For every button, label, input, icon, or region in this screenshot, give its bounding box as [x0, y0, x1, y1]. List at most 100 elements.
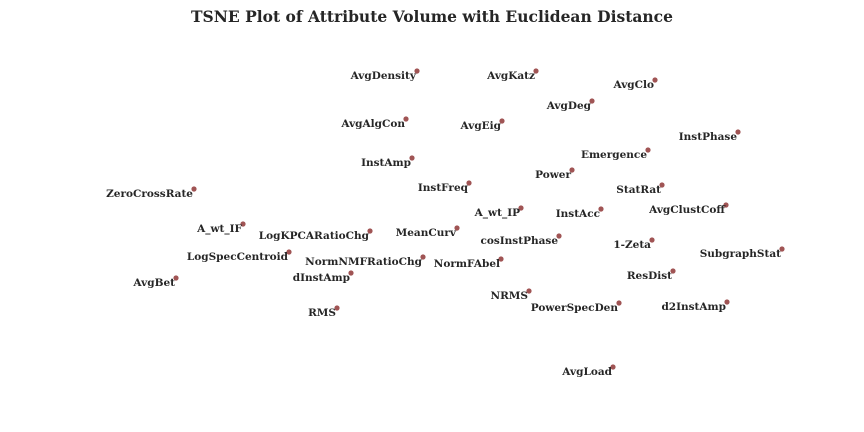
point-label: cosInstPhase — [480, 235, 558, 247]
data-point: InstAmp — [361, 155, 415, 169]
point-label: InstAmp — [361, 157, 411, 169]
point-label: LogKPCARatioChg — [259, 230, 370, 242]
data-point: StatRat — [616, 182, 665, 196]
data-point: Emergence — [581, 147, 651, 161]
data-point: cosInstPhase — [480, 233, 562, 247]
point-label: AvgClo — [612, 79, 654, 91]
point-label: A_wt_IF — [196, 223, 242, 236]
data-point: A_wt_IP — [474, 205, 524, 220]
data-point: ZeroCrossRate — [106, 186, 197, 200]
point-marker — [670, 268, 676, 274]
point-marker — [409, 155, 415, 161]
point-label: AvgEig — [460, 120, 502, 132]
point-label: InstAcc — [556, 208, 600, 220]
point-marker — [191, 186, 197, 192]
point-label: AvgKatz — [486, 70, 535, 82]
point-marker — [645, 147, 651, 153]
point-label: InstPhase — [679, 131, 738, 143]
point-marker — [173, 275, 179, 281]
data-point: AvgAlgCon — [340, 116, 409, 130]
point-marker — [367, 228, 373, 234]
point-marker — [240, 221, 246, 227]
points-layer: AvgDensity AvgKatz AvgClo AvgDeg AvgAlgCon Av… — [106, 68, 785, 378]
point-marker — [286, 249, 292, 255]
data-point: AvgDensity — [350, 68, 420, 82]
data-point: InstPhase — [679, 129, 741, 143]
point-marker — [556, 233, 562, 239]
data-point: SubgraphStat — [700, 246, 785, 260]
data-point: ResDist — [627, 268, 676, 282]
data-point: LogKPCARatioChg — [259, 228, 373, 242]
point-marker — [348, 270, 354, 276]
point-label: ZeroCrossRate — [106, 188, 193, 200]
point-marker — [466, 180, 472, 186]
point-marker — [569, 167, 575, 173]
data-point: AvgKatz — [486, 68, 539, 82]
point-label: A_wt_IP — [474, 207, 520, 220]
point-marker — [518, 205, 524, 211]
point-label: Power — [535, 169, 571, 181]
point-marker — [533, 68, 539, 74]
point-label: RMS — [308, 307, 336, 319]
data-point: d2InstAmp — [661, 299, 730, 313]
data-point: NormNMFRatioChg — [305, 254, 426, 268]
point-marker — [414, 68, 420, 74]
data-point: AvgBet — [132, 275, 179, 289]
data-point: InstFreq — [418, 180, 472, 194]
point-label: NormFAbel — [434, 258, 500, 270]
point-marker — [526, 288, 532, 294]
chart-title: TSNE Plot of Attribute Volume with Eucli… — [191, 7, 673, 26]
point-label: StatRat — [616, 184, 661, 196]
data-point: AvgLoad — [561, 364, 616, 378]
point-label: PowerSpecDen — [531, 302, 619, 314]
point-label: MeanCurv — [396, 227, 457, 239]
point-label: NormNMFRatioChg — [305, 256, 423, 268]
point-marker — [610, 364, 616, 370]
data-point: InstAcc — [556, 206, 604, 220]
point-marker — [779, 246, 785, 252]
point-label: InstFreq — [418, 182, 469, 194]
point-marker — [649, 237, 655, 243]
point-marker — [724, 299, 730, 305]
point-marker — [598, 206, 604, 212]
point-marker — [499, 118, 505, 124]
point-label: AvgLoad — [561, 366, 612, 378]
data-point: Power — [535, 167, 575, 181]
point-label: AvgDensity — [350, 70, 417, 82]
data-point: AvgClo — [612, 77, 658, 91]
point-marker — [735, 129, 741, 135]
point-label: 1-Zeta — [613, 239, 651, 251]
point-marker — [659, 182, 665, 188]
point-label: AvgBet — [132, 277, 175, 289]
data-point: A_wt_IF — [196, 221, 246, 236]
point-label: dInstAmp — [293, 272, 350, 284]
data-point: MeanCurv — [396, 225, 460, 239]
data-point: AvgEig — [460, 118, 505, 132]
data-point: NormFAbel — [434, 256, 504, 270]
data-point: dInstAmp — [293, 270, 354, 284]
point-label: AvgClustCoff — [648, 204, 726, 216]
point-marker — [334, 305, 340, 311]
data-point: 1-Zeta — [613, 237, 655, 251]
point-marker — [723, 202, 729, 208]
data-point: AvgClustCoff — [648, 202, 729, 216]
point-marker — [403, 116, 409, 122]
data-point: NRMS — [490, 288, 532, 302]
point-marker — [589, 98, 595, 104]
point-marker — [454, 225, 460, 231]
point-marker — [652, 77, 658, 83]
point-label: LogSpecCentroid — [187, 251, 289, 263]
point-label: AvgDeg — [546, 100, 592, 112]
data-point: RMS — [308, 305, 340, 319]
point-marker — [420, 254, 426, 260]
point-label: ResDist — [627, 270, 672, 282]
point-label: d2InstAmp — [661, 301, 726, 313]
data-point: AvgDeg — [546, 98, 595, 112]
data-point: LogSpecCentroid — [187, 249, 292, 263]
point-marker — [498, 256, 504, 262]
point-label: SubgraphStat — [700, 248, 781, 260]
point-marker — [616, 300, 622, 306]
point-label: NRMS — [490, 290, 528, 302]
point-label: AvgAlgCon — [340, 118, 405, 130]
